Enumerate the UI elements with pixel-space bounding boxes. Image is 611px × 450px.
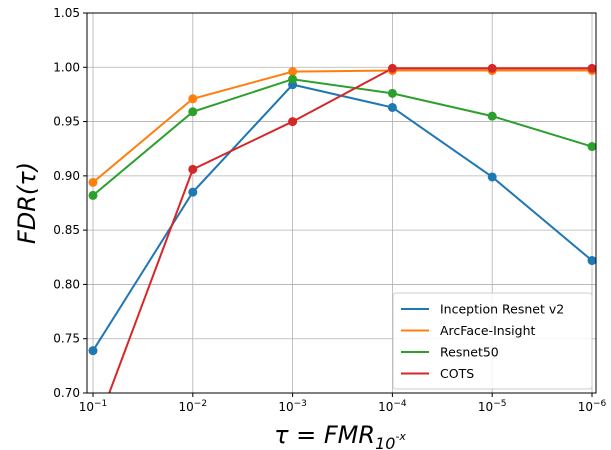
series-line bbox=[92, 78, 593, 197]
data-point bbox=[188, 164, 198, 174]
data-point bbox=[88, 346, 98, 356]
x-tick-label: 10−6 bbox=[578, 399, 607, 414]
series-layer bbox=[88, 63, 596, 441]
y-axis-ticks: 0.70 0.75 0.80 0.85 0.90 0.95 1.00 1.05 bbox=[53, 6, 87, 400]
series-line bbox=[92, 69, 592, 184]
plot-frame bbox=[86, 12, 597, 394]
y-tick-label: 0.95 bbox=[53, 115, 80, 129]
data-point bbox=[88, 177, 98, 187]
data-point bbox=[487, 111, 497, 121]
y-axis-label: FDR(τ) bbox=[13, 162, 41, 244]
data-point bbox=[587, 63, 596, 73]
x-tick-label: 10−3 bbox=[278, 399, 307, 414]
y-tick-label: 0.70 bbox=[53, 386, 80, 400]
data-point bbox=[188, 107, 198, 117]
x-axis-label-sub: 10 bbox=[375, 434, 395, 450]
y-tick-label: 1.05 bbox=[53, 6, 80, 20]
x-axis-label: τ = FMR10-x bbox=[274, 421, 406, 450]
data-point bbox=[88, 190, 98, 200]
y-tick-label: 0.85 bbox=[53, 223, 80, 237]
legend-label: Resnet50 bbox=[440, 345, 499, 360]
data-point bbox=[387, 88, 397, 98]
data-point bbox=[387, 102, 397, 112]
legend-label: COTS bbox=[440, 366, 474, 381]
y-tick-label: 0.75 bbox=[53, 332, 80, 346]
x-axis-label-main: τ = FMR bbox=[274, 421, 375, 449]
data-point bbox=[288, 117, 298, 127]
y-tick-label: 1.00 bbox=[53, 60, 80, 74]
x-tick-label: 10−2 bbox=[179, 399, 208, 414]
data-point bbox=[89, 432, 98, 441]
x-tick-label: 10−1 bbox=[79, 399, 108, 414]
x-axis-ticks: 10−1 10−2 10−3 10−4 10−5 10−6 bbox=[79, 393, 607, 414]
x-tick-label: 10−5 bbox=[478, 399, 507, 414]
data-point bbox=[188, 187, 198, 197]
y-tick-label: 0.90 bbox=[53, 169, 80, 183]
legend: Inception Resnet v2 ArcFace-Insight Resnet… bbox=[392, 292, 593, 390]
data-point bbox=[288, 74, 298, 84]
y-tick-label: 0.80 bbox=[53, 277, 80, 291]
data-point bbox=[188, 94, 198, 104]
data-point bbox=[587, 256, 596, 266]
data-point bbox=[487, 63, 497, 73]
data-point bbox=[387, 63, 397, 73]
x-axis-label-sup: -x bbox=[395, 430, 406, 443]
data-point bbox=[587, 142, 596, 152]
legend-label: ArcFace-Insight bbox=[440, 323, 536, 338]
legend-box bbox=[392, 292, 593, 390]
x-tick-label: 10−4 bbox=[378, 399, 407, 414]
data-point bbox=[288, 67, 298, 77]
data-point bbox=[487, 172, 497, 182]
series-line bbox=[108, 67, 592, 393]
legend-label: Inception Resnet v2 bbox=[440, 302, 564, 317]
